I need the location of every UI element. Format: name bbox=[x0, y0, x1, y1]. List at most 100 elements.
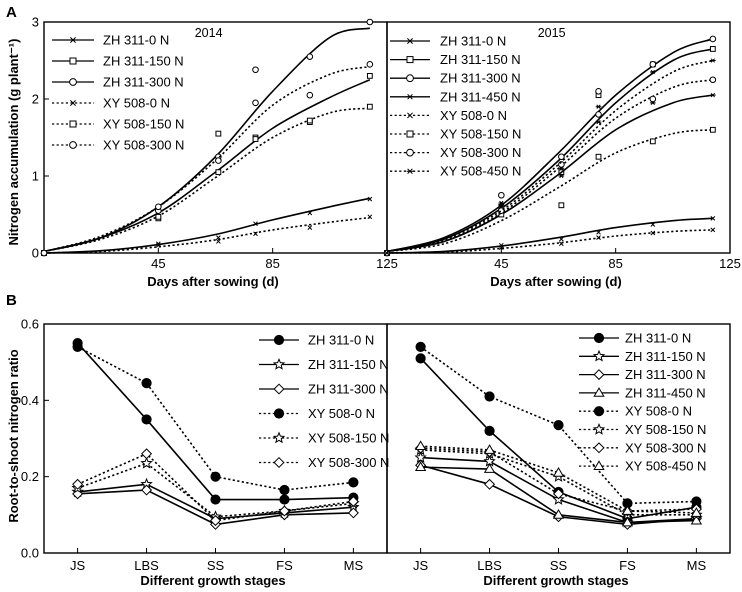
a-2014-data-point bbox=[366, 61, 374, 68]
b-2014-data-point bbox=[141, 448, 153, 460]
b-2014-legend-marker bbox=[273, 408, 285, 419]
b-2014-legend-marker bbox=[273, 334, 285, 346]
a-2015-data-point bbox=[709, 126, 716, 133]
a-2015-xlabel: Days after sowing (d) bbox=[490, 274, 621, 289]
a-2015-data-point bbox=[596, 229, 601, 235]
a-2014-data-point bbox=[40, 249, 48, 257]
b-2015-data-point bbox=[484, 478, 496, 490]
b-2014-ytick-label: 0.6 bbox=[21, 317, 39, 332]
b-2015-data-point bbox=[621, 505, 634, 515]
a-ylabel: Nitrogen accumulation (g plant⁻¹) bbox=[6, 39, 21, 246]
b-2014-data-point bbox=[209, 515, 222, 527]
a-2014-data-point bbox=[155, 213, 162, 220]
chart-a-2014: 2014 45 85 125 0 1 2 3 ZH 311-0 N ZH 311-150 N ZH … bbox=[32, 15, 398, 272]
a-2015-legend-marker bbox=[406, 130, 414, 138]
a-2015-xtick-label: 125 bbox=[719, 256, 741, 271]
a-2014-legend-label: ZH 311-300 N bbox=[103, 75, 184, 90]
a-2014-year-label: 2014 bbox=[195, 26, 223, 40]
a-2014-legend-marker bbox=[70, 37, 76, 43]
a-2014-legend-marker bbox=[69, 57, 77, 65]
b-2015-series-line bbox=[420, 346, 697, 505]
a-2015-data-point bbox=[710, 215, 716, 221]
a-2014-data-point bbox=[216, 239, 221, 244]
a-2015-legend-marker bbox=[406, 74, 414, 83]
b-2014-data-point bbox=[210, 471, 221, 482]
b-2015-data-point bbox=[552, 509, 565, 519]
a-2015-series-line bbox=[386, 38, 714, 253]
a-2014-data-point bbox=[155, 242, 161, 248]
a-2014-data-point bbox=[366, 18, 374, 26]
a-2015-data-point bbox=[709, 46, 716, 52]
a-2014-data-point bbox=[366, 73, 373, 79]
a-2015-data-point bbox=[595, 88, 602, 95]
a-2015-year-label: 2015 bbox=[538, 26, 566, 40]
a-2015-legend-label: ZH 311-0 N bbox=[440, 34, 506, 49]
a-2015-data-point bbox=[709, 76, 717, 84]
a-2015-legend-marker bbox=[407, 38, 413, 44]
chart-a-2015: 2015 45 85 125 ZH 311-0 N ZH 311-150 N ZH 311-… bbox=[383, 21, 741, 271]
a-2015-series-line bbox=[386, 59, 714, 253]
a-2015-data-point bbox=[649, 61, 657, 68]
a-2014-data-point bbox=[155, 203, 162, 211]
b-2015-xtick-label: MS bbox=[687, 558, 707, 573]
a-2015-series-line bbox=[386, 94, 714, 253]
b-2015-legend-label: XY 508-300 N bbox=[625, 440, 706, 455]
b-2014-data-point bbox=[347, 507, 359, 519]
b-ylabel: Root-to-shoot nitrogen ratio bbox=[6, 349, 21, 522]
b-2015-legend-label: XY 508-150 N bbox=[625, 422, 706, 437]
a-2014-legend-marker bbox=[69, 120, 77, 128]
a-2015-data-point bbox=[709, 35, 717, 43]
a-2014-data-point bbox=[306, 91, 314, 99]
b-2014-data-point bbox=[278, 505, 290, 517]
a-2014-data-point bbox=[252, 66, 259, 74]
b-2015-data-point bbox=[415, 353, 426, 364]
b-2015-legend-label: XY 508-0 N bbox=[625, 404, 692, 419]
a-2015-data-point bbox=[649, 95, 657, 103]
b-2015-legend-marker bbox=[592, 422, 606, 435]
a-2015-data-point bbox=[559, 236, 564, 242]
a-2014-data-point bbox=[307, 225, 313, 230]
b-2015-data-point bbox=[483, 463, 496, 473]
a-2014-legend-marker bbox=[70, 100, 76, 106]
a-2014-legend-label: ZH 311-0 N bbox=[103, 33, 169, 48]
b-2014-data-point bbox=[348, 477, 359, 488]
b-2014-data-point bbox=[279, 484, 290, 496]
b-2014-data-point bbox=[141, 484, 153, 496]
b-2015-series-line bbox=[420, 447, 697, 512]
b-2014-ytick-label: 0.2 bbox=[21, 469, 39, 484]
a-2014-data-point bbox=[155, 241, 161, 247]
b-2014-data-point bbox=[279, 494, 290, 505]
a-2015-data-point bbox=[710, 92, 716, 98]
b-2015-data-point bbox=[484, 425, 495, 436]
a-2015-legend-label: ZH 311-150 N bbox=[440, 52, 521, 67]
b-2015-data-point bbox=[690, 507, 703, 517]
a-2015-data-point bbox=[710, 227, 716, 233]
b-2015-legend-label: ZH 311-450 N bbox=[625, 385, 706, 400]
a-2014-ytick-label: 2 bbox=[32, 92, 39, 107]
a-2015-data-point bbox=[498, 200, 505, 206]
a-2014-legend-label: XY 508-0 N bbox=[103, 96, 170, 111]
a-2014-data-point bbox=[367, 196, 373, 202]
a-2014-series-line bbox=[43, 65, 371, 253]
a-2015-data-point bbox=[650, 230, 656, 236]
a-2015-data-point bbox=[595, 104, 602, 109]
a-2015-legend-marker bbox=[406, 168, 414, 174]
b-2015-data-point bbox=[414, 440, 427, 451]
a-2015-data-point bbox=[558, 166, 565, 171]
b-2015-legend-marker bbox=[593, 369, 605, 381]
a-2014-series-line bbox=[43, 27, 371, 253]
b-2015-data-point bbox=[553, 420, 564, 431]
a-2014-data-point bbox=[366, 103, 373, 110]
b-2014-xtick-label: LBS bbox=[134, 558, 159, 573]
a-2015-data-point bbox=[650, 222, 656, 227]
a-2014-legend-marker bbox=[69, 78, 77, 86]
a-2015-series-line bbox=[386, 217, 713, 254]
a-2015-legend-label: XY 508-0 N bbox=[440, 108, 507, 123]
b-2015-legend-label: ZH 311-0 N bbox=[625, 331, 691, 346]
a-2014-xtick-label: 45 bbox=[151, 256, 165, 271]
b-2014-xtick-label: MS bbox=[344, 558, 364, 573]
b-2014-legend-marker bbox=[273, 383, 285, 395]
b-2014-legend-marker bbox=[272, 357, 286, 370]
a-2014-data-point bbox=[252, 136, 259, 142]
